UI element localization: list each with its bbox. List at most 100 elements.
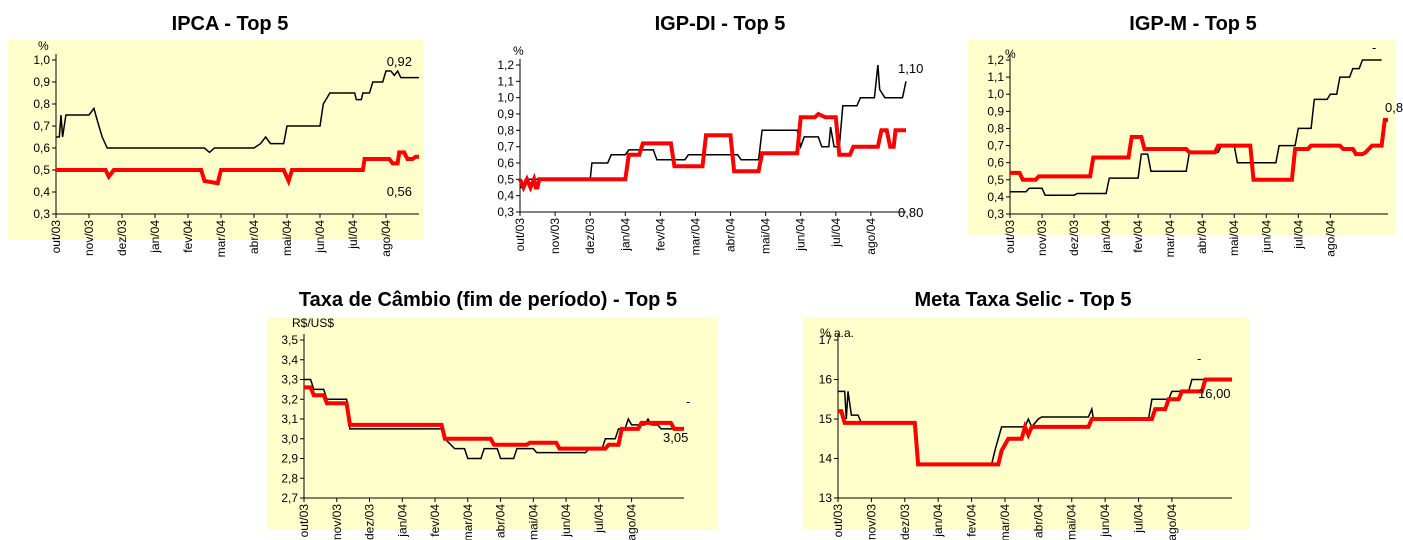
y-tick-label: 0,4 <box>497 189 514 203</box>
y-unit-label: % <box>38 39 49 53</box>
x-tick-label: out/03 <box>49 220 63 254</box>
y-tick-label: 0,6 <box>497 156 514 170</box>
x-tick-label: jul/04 <box>829 218 843 248</box>
chart-igp-di-svg: IGP-DI - Top 5% 0,3 0,4 0,5 0,6 0,7 0,8 0,9 1,0 1… <box>497 13 923 255</box>
x-tick-label: fev/04 <box>965 504 979 537</box>
x-tick-label: mai/04 <box>1065 504 1079 540</box>
y-tick-label: 2,9 <box>281 452 298 466</box>
y-tick-label: 0,3 <box>497 205 514 219</box>
value-annotation: 0,85 <box>1385 100 1403 115</box>
x-tick-label: fev/04 <box>181 220 195 253</box>
series-line-red <box>56 150 419 187</box>
y-tick-label: 0,7 <box>497 140 514 154</box>
x-tick-label: ago/04 <box>864 218 878 255</box>
y-tick-label: 3,2 <box>281 392 298 406</box>
chart-igp-m-svg: IGP-M - Top 5%0,30,40,50,60,70,80,91,01,… <box>968 13 1403 257</box>
value-annotation: 3,05 <box>663 430 688 445</box>
x-tick-label: mar/04 <box>214 220 228 258</box>
x-tick-label: jan/04 <box>618 218 632 252</box>
y-tick-label: 3,3 <box>281 373 298 387</box>
series-line-red <box>1010 117 1388 182</box>
x-tick-label: jan/04 <box>1099 220 1113 254</box>
y-tick-label: 1,2 <box>987 53 1004 67</box>
dash-mark: - <box>1372 40 1376 55</box>
y-tick-label: 0,3 <box>987 207 1004 221</box>
y-tick-label: 2,7 <box>281 491 298 505</box>
y-tick-label: 0,9 <box>497 107 514 121</box>
x-tick-label: ago/04 <box>379 220 393 257</box>
x-tick-label: nov/03 <box>82 220 96 256</box>
chart-title: Meta Taxa Selic - Top 5 <box>914 289 1131 311</box>
chart-title: Taxa de Câmbio (fim de período) - Top 5 <box>299 289 677 311</box>
y-tick-label: 3,5 <box>281 333 298 347</box>
chart-ipca: IPCA - Top 5% 0,3 0,4 0,5 0,6 0,7 0,8 0,9 1,0 out… <box>0 0 440 290</box>
dash-mark: - <box>686 394 690 409</box>
x-tick-label: jan/04 <box>148 220 162 254</box>
x-tick-label: jun/04 <box>1259 220 1273 254</box>
x-tick-label: dez/03 <box>898 504 912 540</box>
x-tick-label: dez/03 <box>115 220 129 256</box>
value-annotation: 16,00 <box>1198 386 1231 401</box>
y-unit-label: % <box>513 44 524 58</box>
series-line-red <box>518 111 906 193</box>
y-tick-label: 1,0 <box>987 87 1004 101</box>
x-tick-label: abr/04 <box>1031 504 1045 538</box>
x-tick-label: nov/03 <box>1035 220 1049 256</box>
y-tick-label: 0,9 <box>987 104 1004 118</box>
y-tick-label: 0,5 <box>497 172 514 186</box>
chart-cambio: Taxa de Câmbio (fim de período) - Top 5 R… <box>240 280 720 540</box>
chart-ipca-svg: IPCA - Top 5% 0,3 0,4 0,5 0,6 0,7 0,8 0,9 1,0 out… <box>8 13 423 258</box>
x-tick-label: ago/04 <box>625 504 639 540</box>
x-tick-label: jun/04 <box>794 218 808 252</box>
chart-igp-m: IGP-M - Top 5%0,30,40,50,60,70,80,91,01,… <box>963 0 1403 290</box>
series-line-black <box>520 64 907 189</box>
chart-igp-di: IGP-DI - Top 5% 0,3 0,4 0,5 0,6 0,7 0,8 0,9 1,0 1… <box>480 0 923 290</box>
value-annotation: 0,56 <box>387 184 412 199</box>
y-tick-label: 0,7 <box>987 139 1004 153</box>
x-tick-label: mai/04 <box>759 218 773 254</box>
y-tick-label: 0,8 <box>497 123 514 137</box>
x-tick-label: fev/04 <box>653 218 667 251</box>
x-tick-label: abr/04 <box>494 504 508 538</box>
x-tick-label: abr/04 <box>247 220 261 254</box>
x-tick-label: mai/04 <box>280 220 294 256</box>
y-tick-label: 1,1 <box>497 74 514 88</box>
y-tick-label: 17 <box>819 333 833 347</box>
x-tick-label: jul/04 <box>592 504 606 534</box>
x-tick-label: out/03 <box>831 504 845 538</box>
y-tick-label: 0,4 <box>987 190 1004 204</box>
x-tick-label: jan/04 <box>395 504 409 538</box>
x-tick-label: dez/03 <box>1067 220 1081 256</box>
plot-panel <box>968 40 1396 235</box>
dash-mark: - <box>1197 351 1201 366</box>
y-tick-label: 1,0 <box>497 91 514 105</box>
y-tick-label: 0,9 <box>33 75 50 89</box>
series-line-red <box>304 385 684 451</box>
y-tick-label: 16 <box>819 373 833 387</box>
x-tick-label: mai/04 <box>1227 220 1241 256</box>
x-tick-label: jul/04 <box>1132 504 1146 534</box>
x-tick-label: dez/03 <box>583 218 597 254</box>
x-tick-label: fev/04 <box>1131 220 1145 253</box>
x-tick-label: out/03 <box>513 218 527 252</box>
x-tick-label: fev/04 <box>428 504 442 537</box>
plot-panel <box>8 40 423 240</box>
value-annotation: 0,80 <box>898 205 923 220</box>
y-tick-label: 3,1 <box>281 412 298 426</box>
x-tick-label: jun/04 <box>1098 504 1112 538</box>
y-tick-label: 1,0 <box>33 53 50 67</box>
x-tick-label: jun/04 <box>313 220 327 254</box>
x-tick-label: out/03 <box>1003 220 1017 254</box>
x-tick-label: abr/04 <box>1195 220 1209 254</box>
value-annotation: 0,92 <box>387 54 412 69</box>
y-tick-label: 0,7 <box>33 119 50 133</box>
x-tick-label: abr/04 <box>724 218 738 252</box>
series-line-red <box>838 377 1232 467</box>
series-line-black <box>838 378 1232 466</box>
series-line-black <box>56 69 419 154</box>
x-tick-label: dez/03 <box>363 504 377 540</box>
y-tick-label: 1,2 <box>497 58 514 72</box>
y-tick-label: 0,5 <box>33 163 50 177</box>
x-tick-label: out/03 <box>297 504 311 538</box>
x-tick-label: nov/03 <box>330 504 344 540</box>
